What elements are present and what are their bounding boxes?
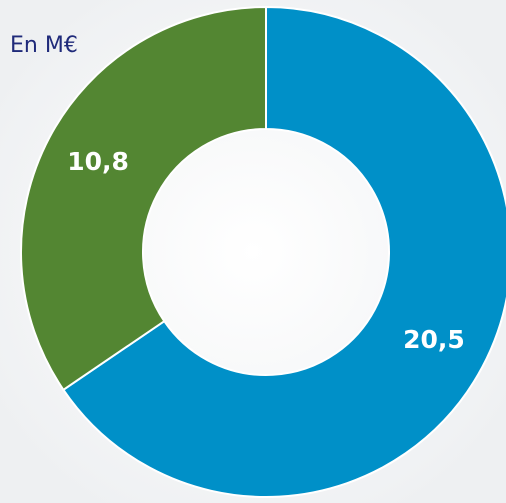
value-label: 20,5 (403, 325, 465, 354)
chart-title: En M€ (10, 33, 78, 58)
value-label: 10,8 (67, 147, 129, 176)
slice (20, 5, 267, 392)
slice (62, 5, 506, 498)
